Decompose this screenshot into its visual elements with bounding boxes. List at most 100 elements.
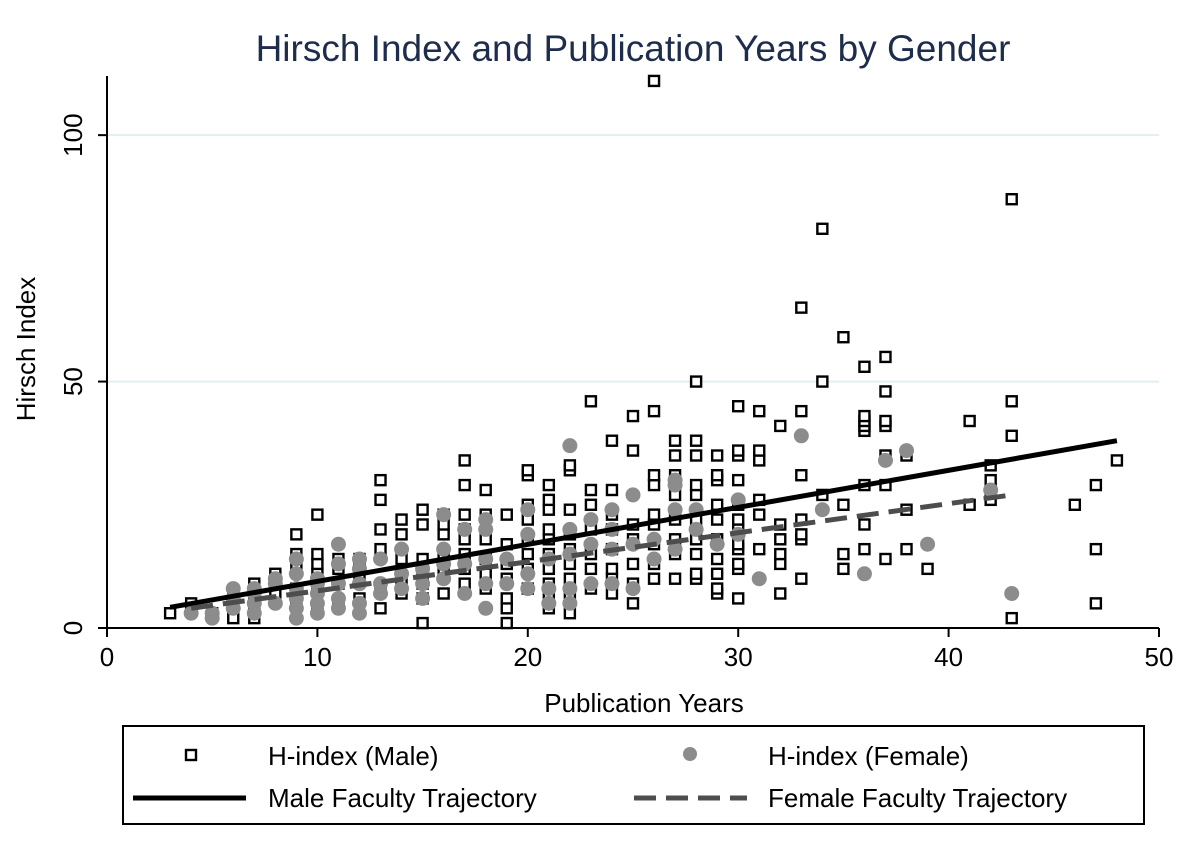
male-point <box>374 493 387 507</box>
male-point <box>879 385 892 398</box>
male-point <box>374 523 387 536</box>
male-point <box>605 483 619 497</box>
male-point <box>416 503 429 516</box>
male-point <box>858 360 871 373</box>
male-point <box>458 478 471 492</box>
male-point <box>774 419 787 433</box>
male-point <box>689 547 703 561</box>
legend-female-points-label: H-index (Female) <box>768 741 969 771</box>
female-point <box>793 428 809 444</box>
male-point <box>521 547 534 561</box>
y-axis-label: Hirsch Index <box>11 277 41 422</box>
male-point <box>311 557 324 571</box>
male-point <box>858 542 871 556</box>
male-point <box>584 395 598 408</box>
male-point <box>542 523 556 536</box>
legend-male-points-label: H-index (Male) <box>268 741 439 771</box>
male-point <box>479 483 492 497</box>
female-point <box>625 487 641 503</box>
female-point <box>373 551 389 567</box>
male-point <box>710 469 724 482</box>
female-point <box>920 536 936 552</box>
male-point <box>1110 454 1124 467</box>
female-point <box>478 576 494 592</box>
female-point <box>330 536 346 552</box>
male-point <box>290 528 303 541</box>
female-point <box>583 536 599 552</box>
male-point <box>542 478 556 492</box>
legend-box <box>122 725 1145 825</box>
male-point <box>795 301 808 314</box>
female-point <box>667 541 683 557</box>
male-point <box>837 562 850 576</box>
legend-female-line-label: Female Faculty Trajectory <box>768 783 1067 813</box>
male-point <box>374 473 387 487</box>
female-point <box>856 566 872 582</box>
female-point <box>478 551 494 567</box>
male-point <box>689 478 703 492</box>
female-point <box>394 541 410 557</box>
male-point <box>689 567 703 580</box>
female-point <box>436 541 452 557</box>
male-point <box>437 587 450 600</box>
male-point <box>626 557 640 571</box>
x-tick-label-5: 50 <box>1145 642 1174 672</box>
male-point <box>500 616 513 630</box>
male-point <box>837 498 850 511</box>
female-point <box>351 595 367 611</box>
female-point <box>478 600 494 616</box>
female-point <box>604 502 620 518</box>
male-point <box>710 449 724 462</box>
male-point <box>311 508 324 521</box>
female-point <box>457 521 473 537</box>
male-point <box>311 547 324 561</box>
male-point <box>1089 597 1103 610</box>
female-point <box>541 581 557 597</box>
male-point <box>605 562 619 576</box>
male-point <box>163 607 177 620</box>
male-point <box>626 444 640 457</box>
male-point <box>521 464 534 477</box>
female-point <box>520 526 536 542</box>
male-point <box>458 508 471 521</box>
female-point <box>562 438 578 454</box>
male-point <box>542 503 556 516</box>
male-point <box>500 592 513 605</box>
male-point <box>626 409 640 423</box>
male-point <box>732 513 745 526</box>
female-point <box>330 590 346 606</box>
male-trend-line <box>169 438 1118 610</box>
female-point <box>562 581 578 597</box>
male-point <box>732 557 745 571</box>
male-point <box>795 528 808 541</box>
male-point <box>795 469 808 482</box>
male-point <box>732 473 745 487</box>
male-point <box>879 414 892 428</box>
male-point <box>753 444 766 457</box>
female-point <box>625 581 641 597</box>
male-point <box>395 513 408 526</box>
male-point <box>858 518 871 531</box>
male-point <box>395 528 408 541</box>
male-point <box>1089 478 1103 492</box>
female-point <box>225 581 241 597</box>
female-point <box>983 482 999 498</box>
male-point <box>668 449 682 462</box>
female-point <box>604 576 620 592</box>
male-point <box>858 409 871 423</box>
male-point <box>1005 193 1018 206</box>
male-point <box>626 597 640 610</box>
male-point <box>689 375 703 388</box>
male-point <box>774 547 787 561</box>
x-axis-label: Publication Years <box>544 688 743 718</box>
male-point <box>689 434 703 447</box>
male-point <box>668 572 682 585</box>
male-point <box>732 444 745 457</box>
female-point <box>583 512 599 528</box>
female-point <box>751 571 767 587</box>
legend-male-line-label: Male Faculty Trajectory <box>268 783 537 813</box>
trend-lines <box>169 438 1118 611</box>
female-point <box>288 566 304 582</box>
female-point <box>730 492 746 508</box>
